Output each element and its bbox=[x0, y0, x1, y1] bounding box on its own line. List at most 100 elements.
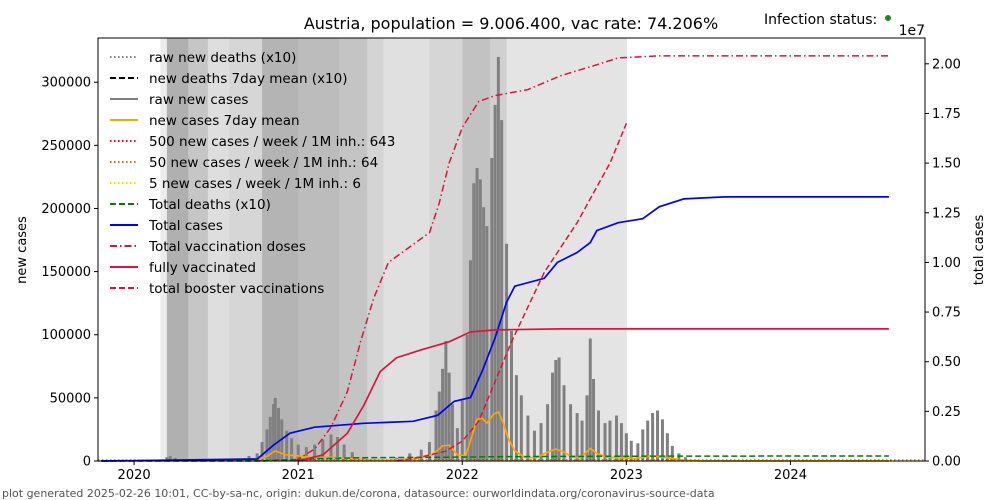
raw-cases-bar bbox=[419, 449, 423, 461]
y-left-tick-label: 100000 bbox=[41, 328, 91, 343]
raw-cases-bar bbox=[447, 372, 451, 461]
status-band bbox=[506, 38, 627, 461]
raw-cases-bar bbox=[496, 56, 500, 461]
raw-cases-bar bbox=[619, 423, 623, 461]
raw-cases-bar bbox=[265, 429, 269, 461]
raw-cases-bar bbox=[670, 445, 674, 461]
raw-cases-bar bbox=[468, 260, 472, 461]
y-left-tick-label: 0 bbox=[83, 455, 91, 470]
footer-credits: plot generated 2025-02-26 10:01, CC-by-s… bbox=[2, 487, 715, 500]
status-band bbox=[160, 38, 168, 461]
raw-cases-bar bbox=[629, 440, 633, 461]
legend-label: 5 new cases / week / 1M inh.: 6 bbox=[149, 176, 361, 192]
raw-cases-bar bbox=[460, 400, 464, 461]
raw-cases-bar bbox=[276, 407, 280, 461]
y-right-tick-label: 1.25 bbox=[932, 206, 961, 221]
x-tick-label: 2020 bbox=[118, 468, 151, 483]
legend-label: Total cases bbox=[148, 218, 223, 234]
infection-status-dot bbox=[885, 15, 891, 21]
raw-cases-bar bbox=[580, 420, 584, 461]
legend-label: 50 new cases / week / 1M inh.: 64 bbox=[149, 155, 378, 171]
raw-cases-bar bbox=[493, 104, 497, 461]
raw-cases-bar bbox=[427, 442, 431, 461]
raw-cases-bar bbox=[665, 433, 669, 461]
infection-status-label: Infection status: bbox=[764, 12, 877, 28]
x-tick-label: 2024 bbox=[774, 468, 807, 483]
raw-cases-bar bbox=[505, 243, 509, 461]
y-left-tick-label: 250000 bbox=[41, 139, 91, 154]
raw-cases-bar bbox=[437, 391, 441, 461]
y-right-tick-label: 0.50 bbox=[932, 355, 961, 370]
raw-cases-bar bbox=[562, 385, 566, 461]
raw-cases-bar bbox=[641, 429, 645, 461]
raw-cases-bar bbox=[592, 378, 596, 461]
raw-cases-bar bbox=[350, 452, 354, 461]
y-right-tick-label: 2.00 bbox=[932, 57, 961, 72]
raw-cases-bar bbox=[646, 420, 650, 461]
raw-cases-bar bbox=[441, 368, 445, 461]
raw-cases-bar bbox=[546, 404, 550, 461]
raw-cases-bar bbox=[551, 372, 555, 461]
series-total-deaths-x10 bbox=[101, 455, 889, 462]
y-right-tick-label: 0.00 bbox=[932, 455, 961, 470]
raw-cases-bar bbox=[554, 359, 558, 461]
status-band bbox=[367, 38, 385, 461]
series-total-vaccination-doses bbox=[294, 55, 889, 462]
raw-cases-bar bbox=[557, 357, 561, 461]
raw-cases-bar bbox=[532, 430, 536, 461]
raw-cases-bar bbox=[475, 168, 479, 462]
raw-cases-bar bbox=[290, 438, 294, 461]
status-band bbox=[188, 38, 209, 461]
raw-cases-bar bbox=[255, 453, 259, 461]
plot-frame bbox=[97, 37, 926, 462]
raw-cases-bar bbox=[478, 179, 482, 461]
y-left-tick-label: 50000 bbox=[50, 391, 91, 406]
right-axis-offset: 1e7 bbox=[899, 23, 925, 39]
raw-cases-bar bbox=[519, 395, 523, 461]
raw-cases-bar bbox=[490, 157, 494, 461]
raw-cases-bar bbox=[608, 420, 612, 461]
raw-cases-bar bbox=[569, 404, 573, 461]
legend-label: new deaths 7day mean (x10) bbox=[149, 71, 348, 87]
raw-cases-bar bbox=[260, 442, 264, 461]
raw-cases-bar bbox=[444, 341, 448, 461]
left-y-axis: 0 50000 100000 150000 200000 250000 300000 bbox=[41, 76, 98, 470]
legend-label: fully vaccinated bbox=[149, 260, 256, 276]
y-right-tick-label: 1.50 bbox=[932, 157, 961, 172]
raw-cases-bar bbox=[603, 423, 607, 461]
raw-cases-bar bbox=[485, 226, 489, 461]
status-band bbox=[229, 38, 263, 461]
status-band bbox=[262, 38, 299, 461]
x-tick-label: 2022 bbox=[446, 468, 479, 483]
legend-label: Total vaccination doses bbox=[148, 239, 306, 255]
raw-cases-bar bbox=[575, 413, 579, 461]
legend-label: total booster vaccinations bbox=[149, 281, 324, 297]
raw-cases-bar bbox=[596, 410, 600, 461]
status-band bbox=[166, 38, 189, 461]
raw-cases-bar bbox=[660, 419, 664, 461]
raw-cases-bar bbox=[336, 437, 340, 461]
y-left-tick-label: 300000 bbox=[41, 76, 91, 91]
raw-cases-bar bbox=[482, 207, 486, 461]
infection-status-bands bbox=[160, 38, 627, 461]
raw-cases-bar bbox=[526, 415, 530, 461]
legend-label: new cases 7day mean bbox=[149, 113, 300, 129]
series-total-cases bbox=[101, 196, 889, 462]
raw-cases-bar bbox=[285, 430, 289, 461]
chart-title: Austria, population = 9.006.400, vac rat… bbox=[304, 14, 718, 33]
raw-cases-bar bbox=[304, 447, 308, 461]
raw-cases-bar bbox=[342, 444, 346, 461]
status-band bbox=[298, 38, 340, 461]
y-right-tick-label: 0.25 bbox=[932, 405, 961, 420]
raw-cases-bar bbox=[450, 404, 454, 461]
raw-cases-bar bbox=[677, 453, 681, 461]
y-right-tick-label: 0.75 bbox=[932, 306, 961, 321]
legend-label: Total deaths (x10) bbox=[148, 197, 271, 213]
left-axis-label: new cases bbox=[15, 216, 30, 284]
series-fully-vaccinated bbox=[297, 328, 889, 462]
legend-label: 500 new cases / week / 1M inh.: 643 bbox=[149, 134, 395, 150]
legend-label: raw new deaths (x10) bbox=[149, 50, 296, 66]
raw-cases-bar bbox=[272, 404, 276, 461]
right-y-axis: 0.00 0.25 0.50 0.75 1.00 1.25 1.50 1.75 2.00 bbox=[925, 57, 961, 470]
